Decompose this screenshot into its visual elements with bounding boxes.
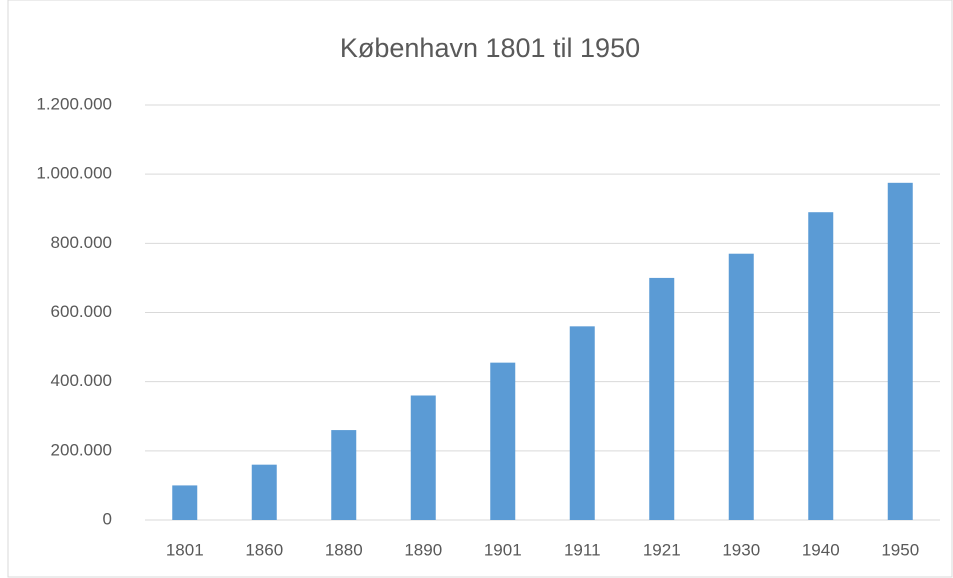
x-tick-label: 1860 (245, 540, 283, 559)
x-tick-label: 1921 (643, 540, 681, 559)
y-tick-label: 0 (103, 509, 112, 528)
bar (569, 326, 595, 520)
bar (172, 485, 198, 520)
bar (649, 277, 675, 520)
bar (331, 430, 357, 520)
y-tick-label: 1.000.000 (36, 164, 112, 183)
x-tick-label: 1890 (404, 540, 442, 559)
chart-frame (7, 0, 953, 578)
y-tick-label: 400.000 (51, 371, 112, 390)
x-tick-label: 1901 (484, 540, 522, 559)
bar (410, 395, 436, 520)
bar (728, 253, 754, 521)
x-tick-label: 1880 (325, 540, 363, 559)
x-tick-label: 1940 (802, 540, 840, 559)
bar (251, 464, 277, 520)
bar (887, 182, 913, 520)
x-tick-label: 1911 (564, 540, 601, 559)
chart-title: København 1801 til 1950 (340, 33, 640, 63)
y-tick-label: 1.200.000 (36, 94, 112, 113)
y-tick-label: 600.000 (51, 302, 112, 321)
bar (490, 362, 516, 520)
x-tick-label: 1801 (166, 540, 204, 559)
x-tick-label: 1950 (881, 540, 919, 559)
x-tick-label: 1930 (722, 540, 760, 559)
y-tick-label: 800.000 (51, 233, 112, 252)
bar (808, 212, 834, 521)
y-tick-label: 200.000 (51, 440, 112, 459)
